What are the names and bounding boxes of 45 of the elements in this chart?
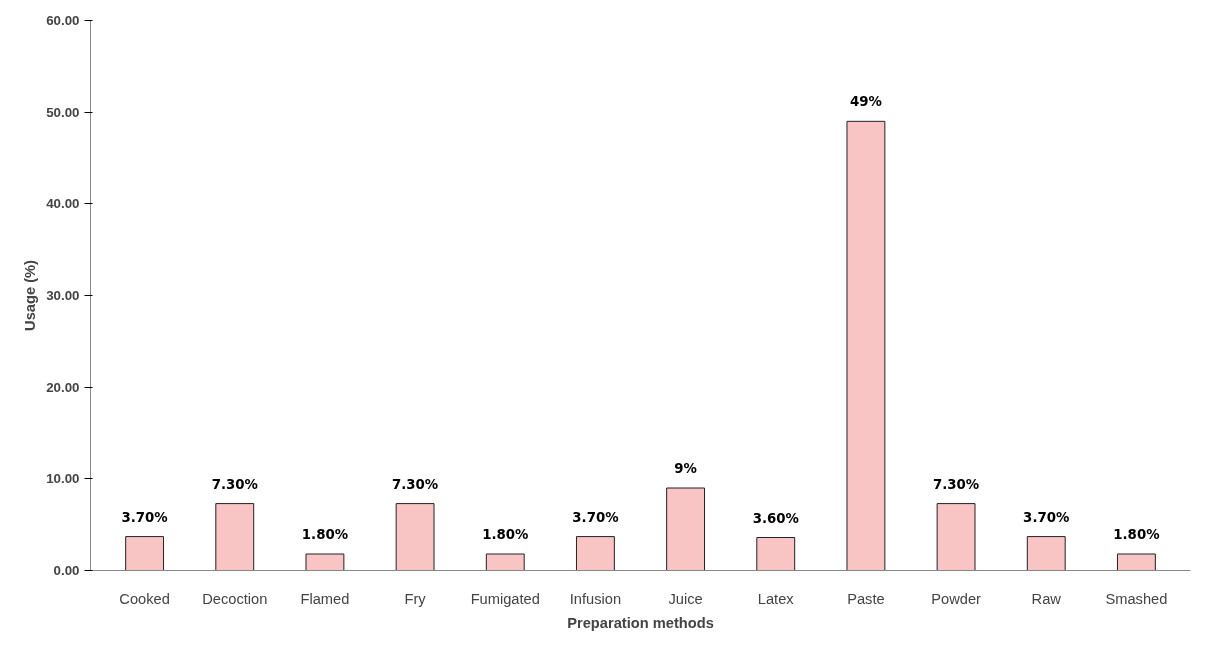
x-tick-label: Raw bbox=[1031, 590, 1062, 607]
data-label: 7.30% bbox=[391, 476, 439, 492]
x-tick-label: Decoction bbox=[202, 590, 268, 607]
y-tick-label: 0.00 bbox=[53, 563, 80, 578]
x-tick-label: Fumigated bbox=[470, 590, 540, 607]
data-label: 3.70% bbox=[121, 509, 168, 525]
x-tick-label: Cooked bbox=[119, 590, 170, 607]
y-tick-label: 50.00 bbox=[46, 104, 80, 120]
bar bbox=[125, 536, 165, 571]
bar bbox=[305, 553, 345, 571]
x-tick-label: Infusion bbox=[569, 590, 622, 607]
data-label: 9% bbox=[674, 461, 697, 476]
y-tick-label: 30.00 bbox=[46, 288, 80, 303]
bar bbox=[756, 537, 796, 571]
data-label: 49% bbox=[849, 94, 882, 110]
bar bbox=[395, 503, 435, 571]
x-tick-label: Smashed bbox=[1105, 590, 1168, 607]
data-label: 7.30% bbox=[932, 476, 980, 492]
data-label: 3.60% bbox=[752, 510, 799, 526]
data-label: 1.80% bbox=[482, 527, 529, 542]
bar bbox=[485, 553, 525, 571]
y-tick-label: 40.00 bbox=[46, 196, 80, 212]
y-axis-title: Usage (%) bbox=[22, 259, 39, 331]
x-axis-title: Preparation methods bbox=[567, 614, 714, 631]
x-tick-label: Paste bbox=[847, 590, 885, 607]
data-label: 7.30% bbox=[211, 476, 258, 492]
bar bbox=[846, 120, 886, 571]
x-tick-label: Latex bbox=[757, 590, 795, 607]
data-label: 1.80% bbox=[1113, 527, 1160, 542]
data-label: 1.80% bbox=[301, 527, 349, 542]
x-tick-label: Powder bbox=[931, 590, 982, 607]
y-tick-label: 10.00 bbox=[46, 471, 80, 487]
x-tick-label: Flamed bbox=[300, 590, 350, 607]
bar bbox=[1026, 536, 1066, 571]
bar bbox=[1116, 553, 1156, 571]
bar bbox=[215, 503, 255, 571]
data-label: 3.70% bbox=[1023, 509, 1070, 525]
y-tick-label: 60.00 bbox=[46, 13, 80, 28]
bar bbox=[666, 487, 706, 571]
x-tick-label: Juice bbox=[668, 590, 703, 607]
y-tick-label: 20.00 bbox=[46, 379, 80, 395]
bar bbox=[575, 536, 615, 571]
bar bbox=[936, 503, 976, 571]
data-label: 3.70% bbox=[572, 509, 619, 525]
x-tick-label: Fry bbox=[404, 590, 427, 607]
